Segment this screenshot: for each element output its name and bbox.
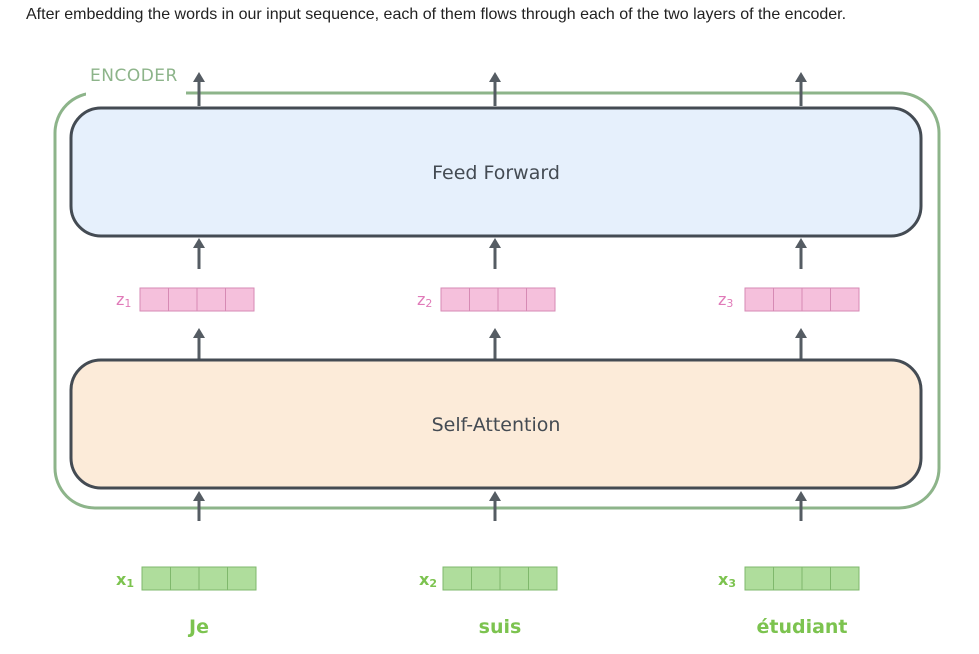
input-word-1: Je xyxy=(187,616,209,638)
x-label-base: x xyxy=(419,570,430,589)
self-attention-label: Self-Attention xyxy=(432,414,561,436)
z-label-sub: 1 xyxy=(124,297,131,310)
input-word-3: étudiant xyxy=(756,616,847,638)
x-label-sub: 2 xyxy=(429,577,437,590)
x-vector-1: x1 xyxy=(116,566,257,591)
x-label-sub: 1 xyxy=(126,577,134,590)
x-label-base: x xyxy=(116,570,127,589)
input-word-2: suis xyxy=(479,616,522,638)
self-attention-layer xyxy=(69,358,923,490)
feed-forward-layer xyxy=(69,106,923,238)
svg-text:z3: z3 xyxy=(718,290,733,310)
svg-text:x2: x2 xyxy=(419,570,437,590)
z-label-sub: 3 xyxy=(726,297,733,310)
z-to-ff-arrows xyxy=(193,238,807,269)
z-vector-3: z3 xyxy=(718,287,860,312)
svg-text:x1: x1 xyxy=(116,570,134,590)
x-label-sub: 3 xyxy=(728,577,736,590)
svg-text:x3: x3 xyxy=(718,570,736,590)
svg-text:z2: z2 xyxy=(417,290,432,310)
z-label-base: z xyxy=(417,290,425,309)
z-label-sub: 2 xyxy=(425,297,432,310)
z-vector-2: z2 xyxy=(417,287,556,312)
z-vector-1: z1 xyxy=(116,287,255,312)
z-label-base: z xyxy=(116,290,124,309)
encoder-frame xyxy=(53,91,941,510)
caption: After embedding the words in our input s… xyxy=(26,6,847,23)
x-label-base: x xyxy=(718,570,729,589)
input-arrows xyxy=(193,491,807,521)
sa-to-z-arrows xyxy=(193,328,807,359)
x-vector-2: x2 xyxy=(419,566,558,591)
z-label-base: z xyxy=(718,290,726,309)
feed-forward-label: Feed Forward xyxy=(432,162,560,184)
svg-text:z1: z1 xyxy=(116,290,131,310)
encoder-label: ENCODER xyxy=(90,66,178,86)
x-vector-3: x3 xyxy=(718,566,860,591)
output-arrows xyxy=(193,72,807,106)
